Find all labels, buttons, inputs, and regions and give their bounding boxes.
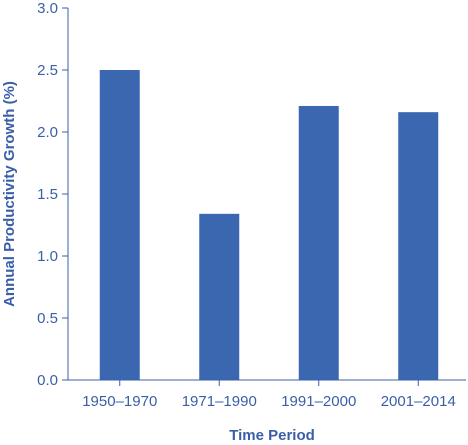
y-tick-label: 0.5 bbox=[37, 310, 58, 327]
y-tick-label: 2.5 bbox=[37, 62, 58, 79]
bar bbox=[298, 105, 339, 381]
y-tick-label: 1.0 bbox=[37, 248, 58, 265]
x-axis-title: Time Period bbox=[229, 427, 315, 444]
y-axis-title: Annual Productivity Growth (%) bbox=[1, 81, 18, 307]
y-tick-label: 0.0 bbox=[37, 372, 58, 389]
ticks-layer: 0.0 0.5 1.0 1.5 2.0 2.5 3.0 1950–1970 1971–1990 1… bbox=[37, 0, 456, 410]
bars-layer bbox=[99, 70, 439, 381]
x-tick-label: 1991–2000 bbox=[281, 393, 356, 410]
x-tick-label: 1971–1990 bbox=[182, 393, 257, 410]
x-tick-label: 1950–1970 bbox=[82, 393, 157, 410]
y-tick-label: 3.0 bbox=[37, 0, 58, 17]
y-tick-label: 2.0 bbox=[37, 124, 58, 141]
y-tick-label: 1.5 bbox=[37, 186, 58, 203]
bar bbox=[199, 213, 240, 380]
bar bbox=[99, 70, 140, 380]
bar bbox=[398, 112, 439, 380]
x-tick-label: 2001–2014 bbox=[381, 393, 456, 410]
